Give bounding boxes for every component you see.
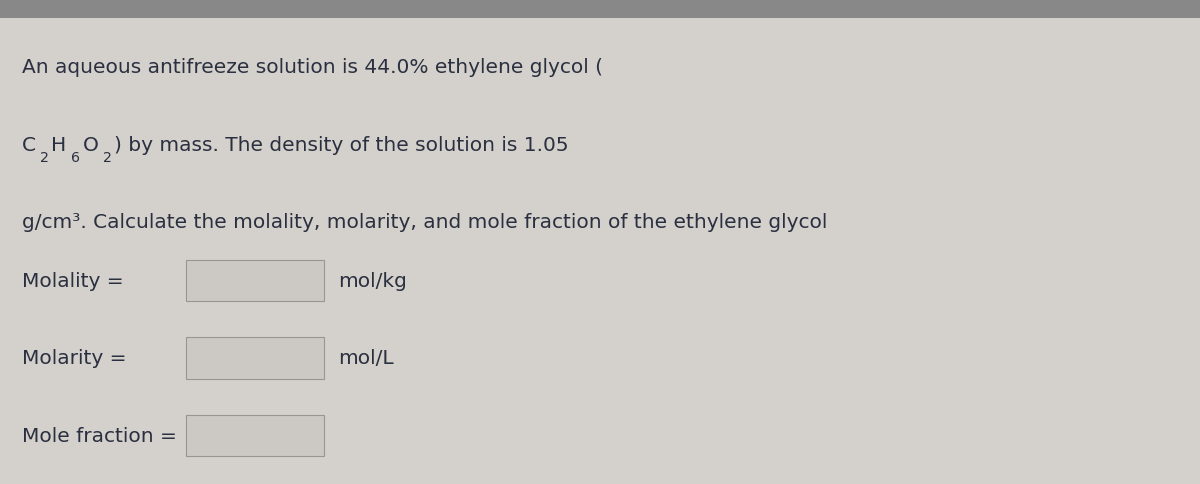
Text: 2: 2: [103, 151, 112, 165]
Bar: [0, 0, 1200, 19]
Text: g/cm³. Calculate the molality, molarity, and mole fraction of the ethylene glyco: g/cm³. Calculate the molality, molarity,…: [22, 213, 827, 232]
FancyBboxPatch shape: [186, 415, 324, 456]
Text: mol/kg: mol/kg: [338, 271, 407, 290]
FancyBboxPatch shape: [186, 260, 324, 301]
Text: An aqueous antifreeze solution is 44.0% ethylene glycol (: An aqueous antifreeze solution is 44.0% …: [22, 58, 602, 77]
Text: ) by mass. The density of the solution is 1.05: ) by mass. The density of the solution i…: [114, 136, 569, 154]
Text: 6: 6: [71, 151, 79, 165]
Text: mol/L: mol/L: [338, 348, 394, 368]
Text: H: H: [52, 136, 66, 154]
Text: Molarity =: Molarity =: [22, 348, 126, 368]
Text: Mole fraction =: Mole fraction =: [22, 426, 176, 445]
Text: C: C: [22, 136, 36, 154]
Text: 2: 2: [40, 151, 48, 165]
FancyBboxPatch shape: [186, 338, 324, 378]
Text: Molality =: Molality =: [22, 271, 124, 290]
Text: O: O: [83, 136, 98, 154]
